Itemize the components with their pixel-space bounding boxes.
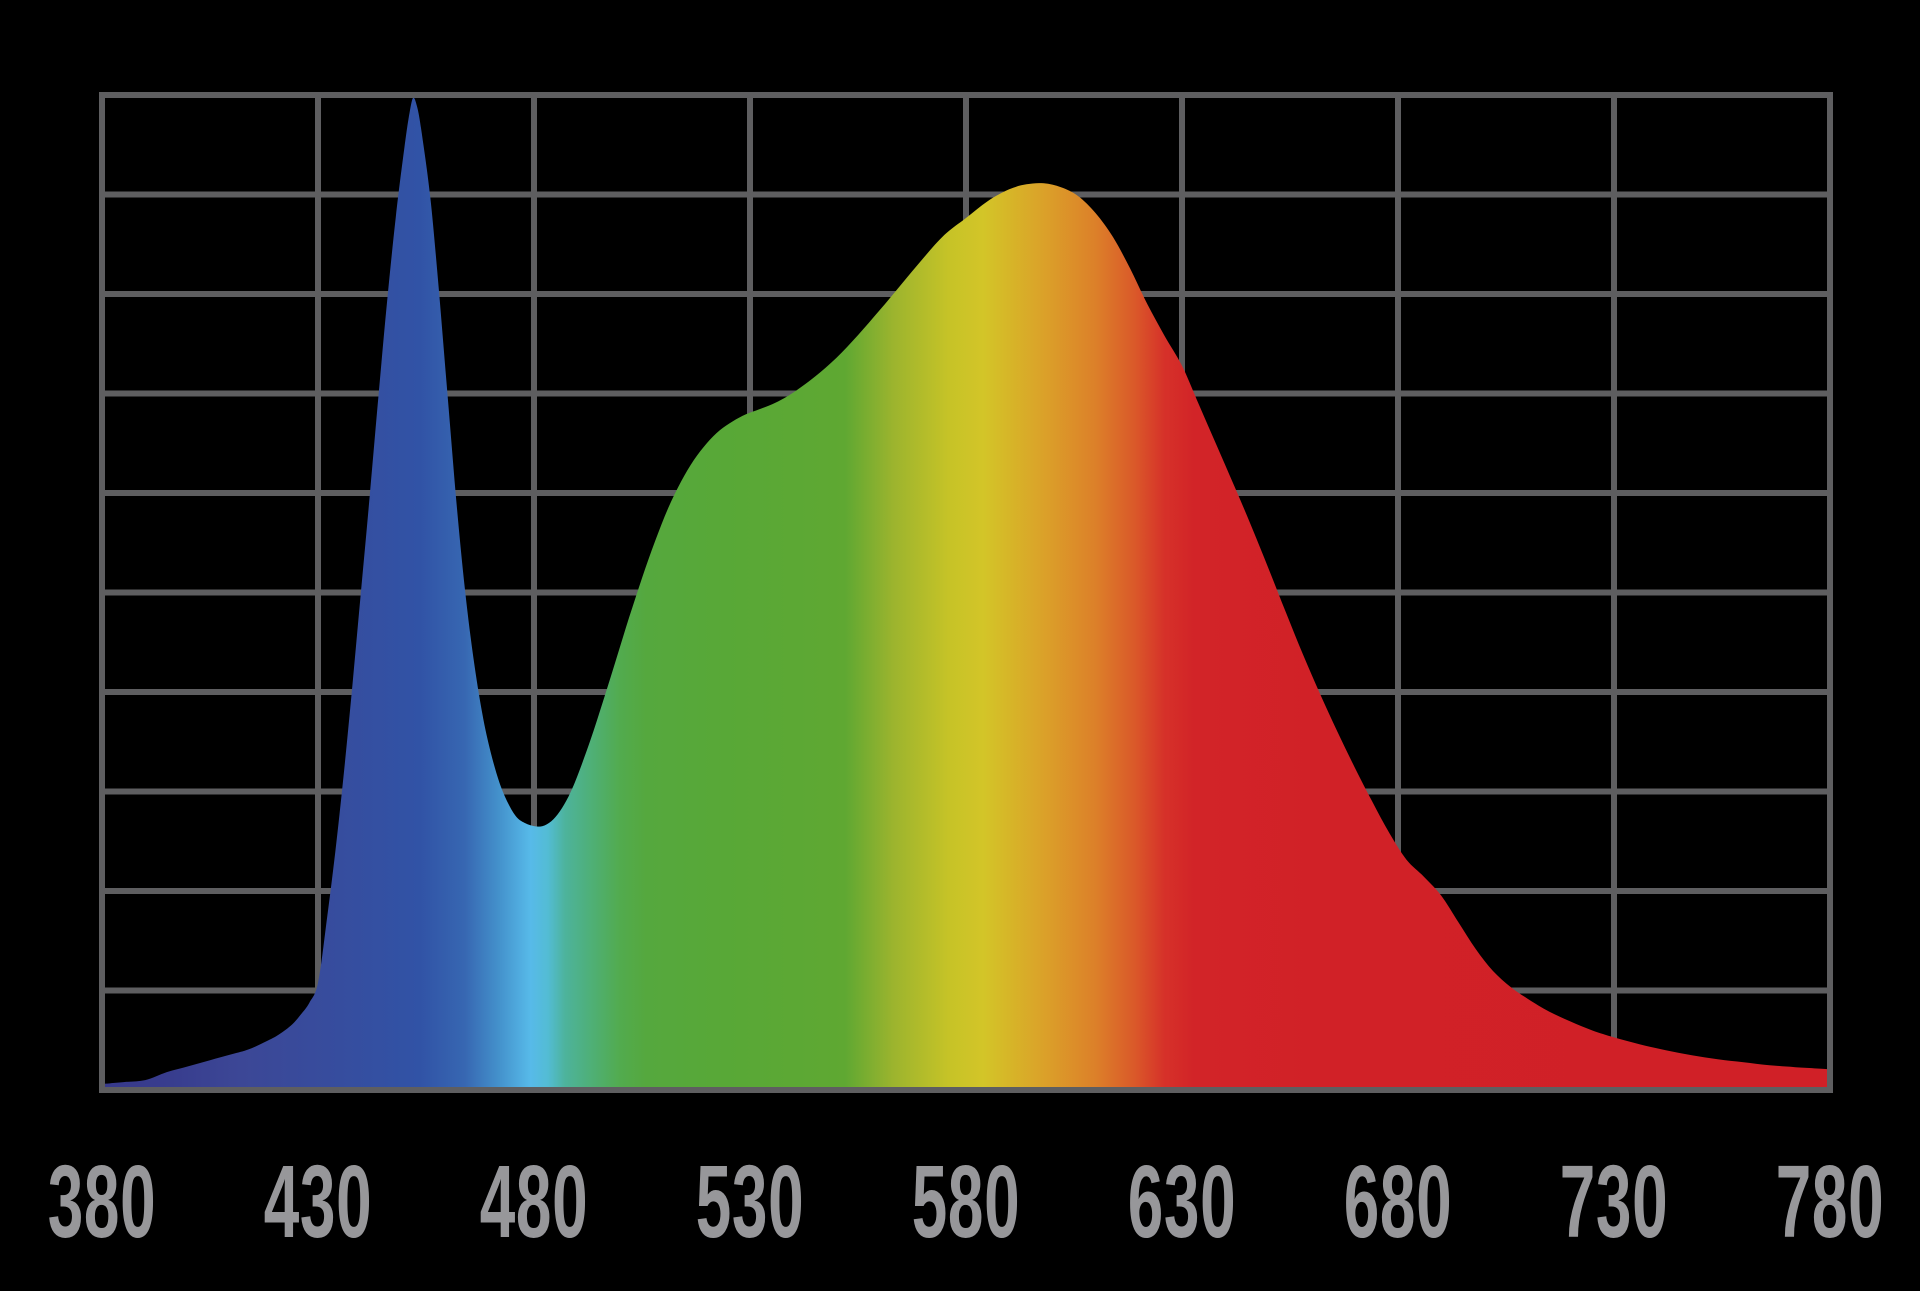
plot-border-frame	[99, 92, 1833, 1093]
spectrum-area-curve	[102, 97, 1830, 1090]
